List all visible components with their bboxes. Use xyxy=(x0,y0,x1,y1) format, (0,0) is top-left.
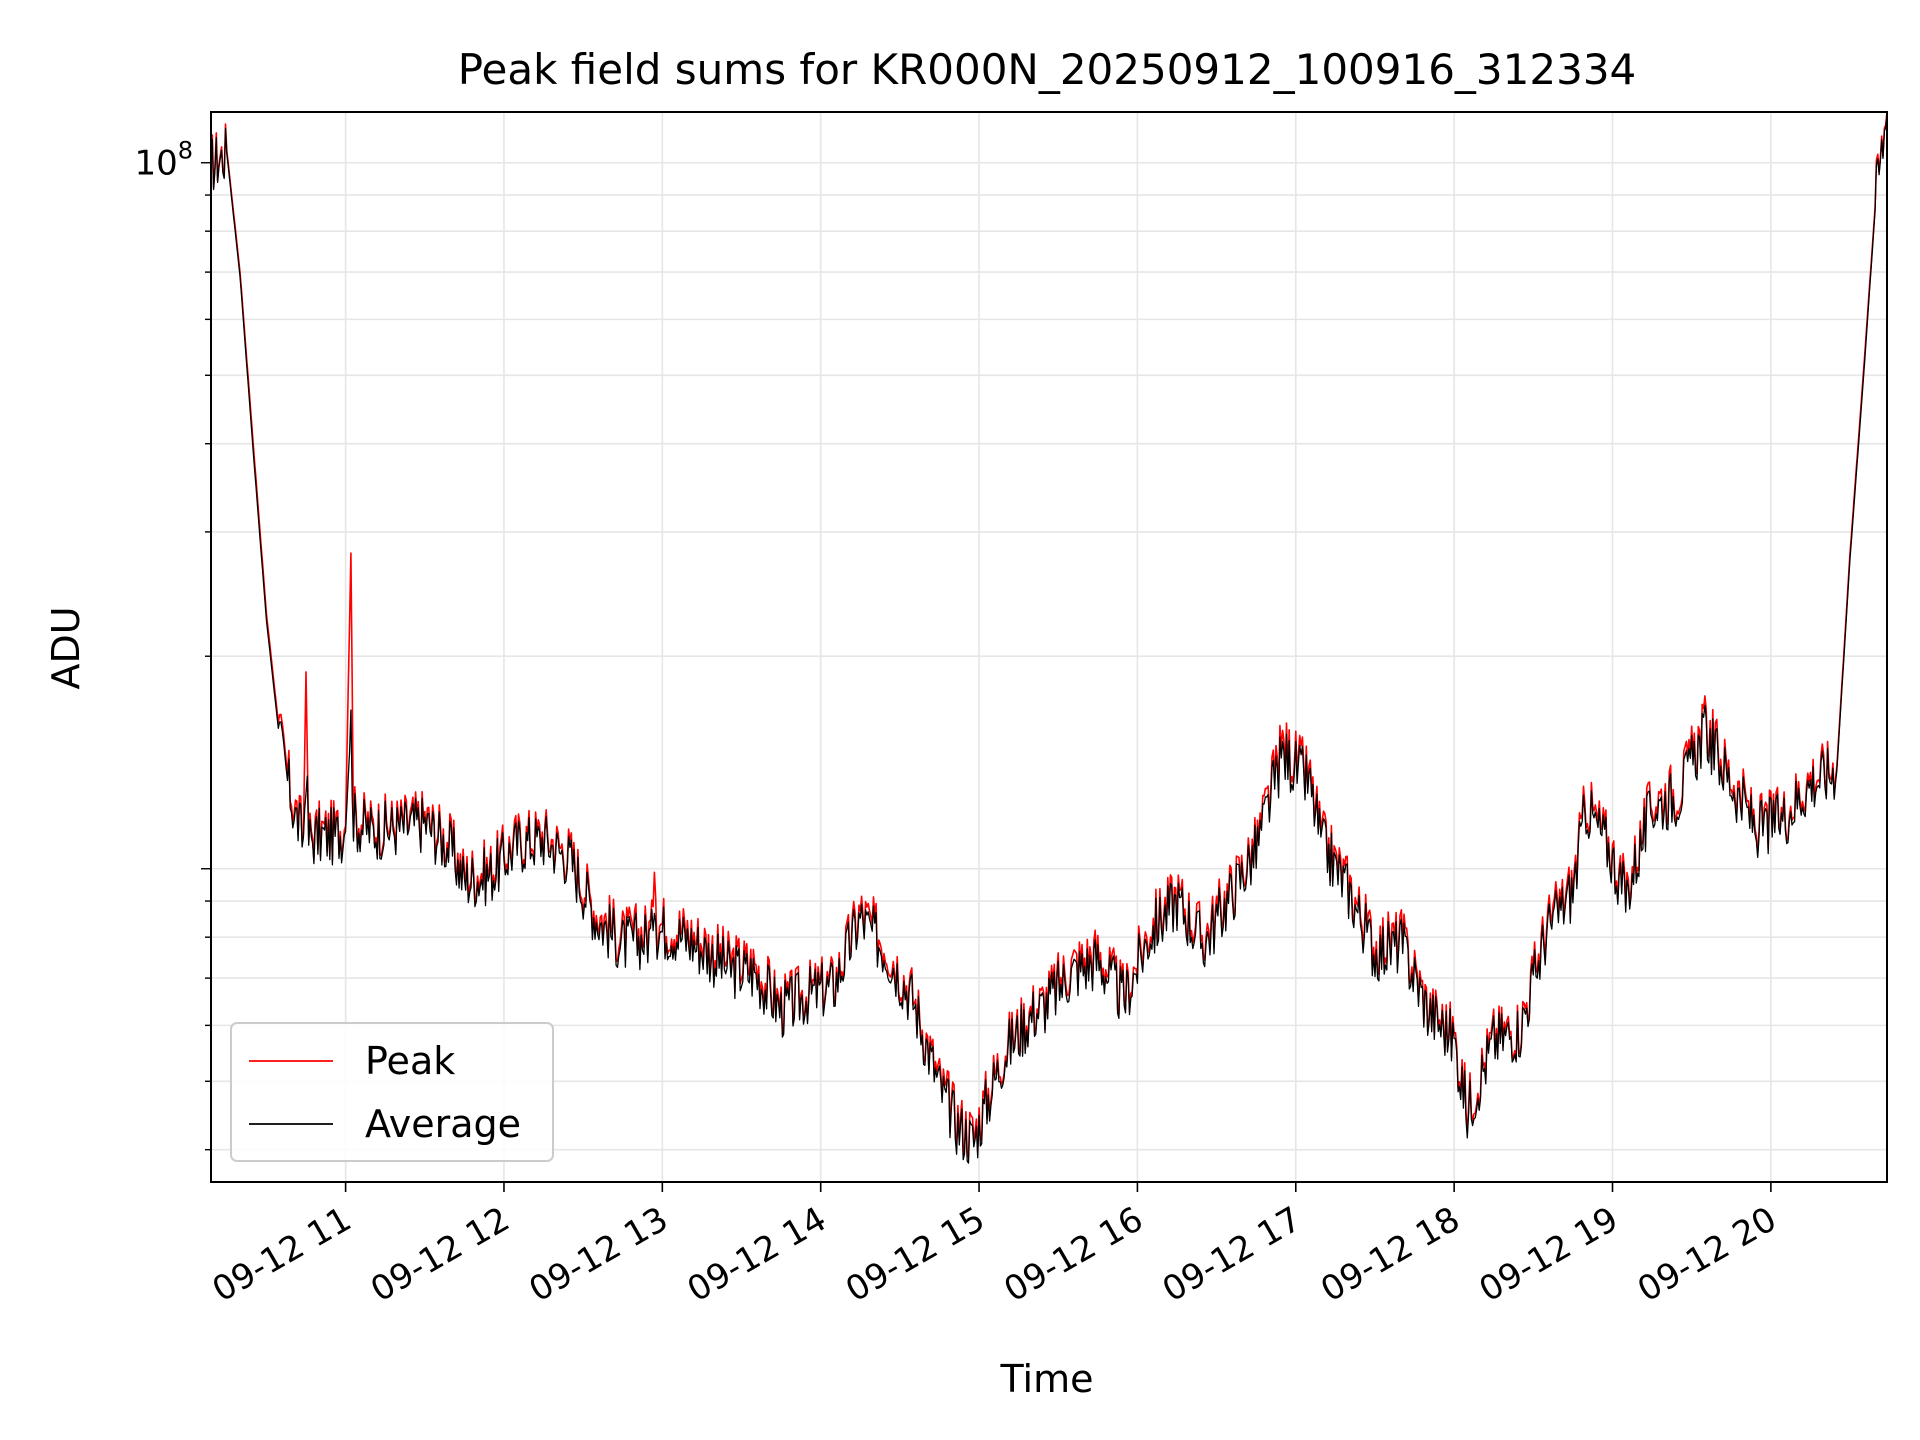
legend: Peak Average xyxy=(230,1022,554,1162)
y-tick-label: 108 xyxy=(134,137,193,184)
x-axis-label: Time xyxy=(1000,1357,1094,1401)
plot-area-frame xyxy=(210,111,1888,1183)
series-line-average xyxy=(211,114,1887,1164)
grid-lines xyxy=(211,112,1887,1182)
legend-label-average: Average xyxy=(365,1102,521,1146)
legend-box xyxy=(230,1022,554,1162)
series-lines xyxy=(211,112,1887,1164)
y-axis-label: ADU xyxy=(44,606,88,689)
legend-label-peak: Peak xyxy=(365,1039,455,1083)
chart-title: Peak field sums for KR000N_20250912_1009… xyxy=(458,45,1637,94)
